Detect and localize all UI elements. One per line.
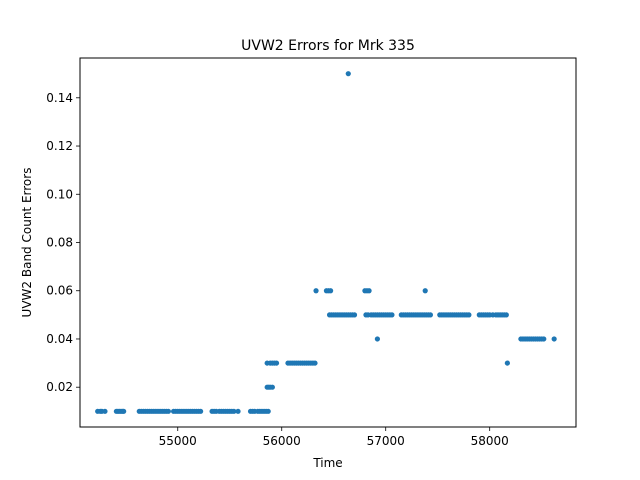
y-tick-label: 0.08 (46, 236, 73, 250)
data-point (422, 288, 428, 294)
x-axis: 55000 56000 57000 58000 (159, 427, 509, 448)
y-axis: 0.02 0.04 0.06 0.08 0.10 0.12 0.14 (46, 91, 80, 394)
data-point (312, 360, 318, 366)
data-point (427, 312, 434, 318)
chart-title: UVW2 Errors for Mrk 335 (241, 38, 415, 54)
data-point (504, 360, 510, 366)
data-point (541, 336, 547, 342)
data-point (366, 288, 372, 294)
data-point (313, 288, 319, 294)
data-point (198, 408, 204, 414)
data-point (231, 408, 237, 414)
x-tick-label: 57000 (367, 434, 405, 448)
data-point (165, 408, 171, 414)
data-point (269, 384, 275, 390)
data-point (503, 312, 509, 318)
data-point (102, 408, 108, 414)
data-point (466, 312, 472, 318)
x-tick-label: 55000 (159, 434, 197, 448)
y-tick-label: 0.12 (46, 139, 73, 153)
data-point (328, 288, 334, 294)
data-point (551, 336, 557, 342)
data-point (121, 408, 127, 414)
y-tick-label: 0.02 (46, 380, 73, 394)
y-tick-label: 0.06 (46, 284, 73, 298)
y-tick-label: 0.10 (46, 187, 73, 201)
x-tick-label: 56000 (263, 434, 301, 448)
data-point (273, 360, 280, 366)
data-point (345, 71, 351, 77)
data-points (95, 71, 557, 414)
data-point (374, 336, 380, 342)
data-point (265, 408, 271, 414)
data-point (389, 312, 395, 318)
y-tick-label: 0.04 (46, 332, 73, 346)
data-point (235, 408, 241, 414)
y-tick-label: 0.14 (46, 91, 73, 105)
x-axis-label: Time (312, 456, 342, 470)
y-axis-label: UVW2 Band Count Errors (20, 168, 34, 318)
data-point (351, 312, 358, 318)
x-tick-label: 58000 (471, 434, 509, 448)
